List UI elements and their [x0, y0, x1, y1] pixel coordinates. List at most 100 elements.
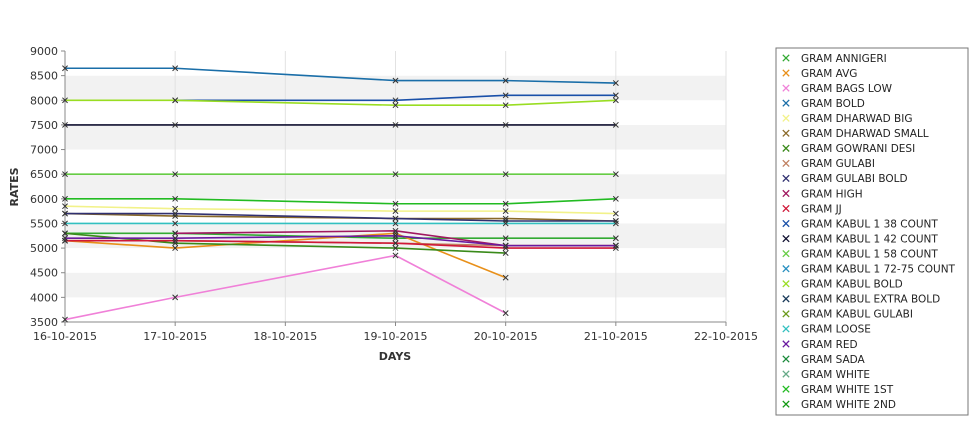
data-point: [62, 65, 68, 72]
legend-marker: [782, 340, 790, 348]
legend-item: GRAM ANNIGERI: [782, 53, 887, 65]
legend-label: GRAM RED: [801, 339, 858, 351]
legend-marker: [782, 54, 790, 62]
legend-label: GRAM BOLD: [801, 98, 865, 110]
y-tick-label: 8000: [30, 94, 58, 107]
legend-item: GRAM KABUL 1 58 COUNT: [782, 248, 938, 260]
series-gram-red: [62, 232, 619, 249]
legend-marker: [782, 174, 790, 183]
legend-item: GRAM GOWRANI DESI: [782, 143, 915, 155]
legend-marker: [782, 219, 790, 228]
legend-marker: [782, 295, 790, 303]
legend-marker: [782, 114, 790, 122]
legend-item: GRAM RED: [782, 339, 858, 351]
data-point: [612, 171, 619, 178]
series-line: [175, 94, 616, 102]
data-point: [612, 80, 619, 86]
legend-marker: [782, 144, 790, 152]
x-tick-label: 21-10-2015: [584, 330, 648, 343]
series-line: [64, 232, 506, 279]
y-tick-label: 7500: [30, 119, 58, 132]
data-point: [612, 220, 619, 227]
data-point: [502, 171, 509, 178]
legend-marker: [782, 370, 790, 378]
series-gram-kabul-1-42-count: [62, 121, 619, 128]
data-point: [392, 200, 399, 207]
y-tick-label: 4500: [30, 267, 58, 280]
legend-marker: [782, 355, 790, 363]
data-point: [62, 235, 68, 242]
data-point: [62, 121, 68, 128]
data-point: [172, 294, 179, 301]
y-tick-label: 6500: [30, 168, 58, 181]
data-point: [392, 232, 399, 239]
legend-label: GRAM GOWRANI DESI: [801, 143, 915, 155]
data-point: [392, 121, 399, 128]
data-point: [502, 200, 509, 207]
y-axis-ticks: 3500 4000 4500 5000 5500 6000 6500 7000 7500 8000…: [30, 45, 65, 329]
data-point: [612, 235, 619, 242]
x-tick-label: 18-10-2015: [253, 330, 317, 343]
data-point: [62, 97, 68, 104]
legend-item: GRAM KABUL 1 38 COUNT: [782, 218, 938, 230]
legend-box: [775, 47, 969, 416]
legend-label: GRAM KABUL 1 72-75 COUNT: [801, 264, 956, 276]
legend-item: GRAM KABUL 1 42 COUNT: [782, 233, 938, 245]
data-point: [392, 208, 399, 215]
legend-item: GRAM WHITE: [782, 369, 870, 381]
legend-item: GRAM WHITE 2ND: [782, 399, 896, 411]
legend-marker: [782, 129, 790, 137]
legend-item: GRAM AVG: [782, 68, 857, 80]
data-point: [392, 240, 399, 247]
x-tick-label: 16-10-2015: [33, 330, 97, 343]
series-line: [64, 254, 507, 321]
data-point: [172, 97, 179, 104]
legend-label: GRAM KABUL 1 38 COUNT: [801, 218, 938, 230]
y-tick-label: 4000: [30, 291, 58, 304]
data-point: [612, 210, 619, 217]
legend-marker: [782, 99, 790, 107]
data-point: [172, 220, 179, 227]
data-point: [392, 77, 399, 84]
data-point: [392, 252, 399, 259]
data-point: [502, 102, 509, 109]
x-tick-label: 19-10-2015: [364, 330, 428, 343]
series-gram-kabul-1-58-count: [62, 171, 619, 178]
data-point: [172, 195, 179, 202]
legend-label: GRAM ANNIGERI: [801, 53, 887, 65]
y-tick-label: 7000: [30, 144, 58, 157]
series-gram-bags-low: [62, 252, 509, 323]
legend-label: GRAM KABUL 1 42 COUNT: [801, 233, 938, 245]
legend-item: GRAM KABUL BOLD: [782, 279, 903, 291]
series-gram-gulabi-bold: [62, 210, 619, 224]
legend: GRAM ANNIGERI GRAM AVG GRAM BAGS LOW GRAM B…: [775, 47, 969, 416]
data-point: [612, 97, 619, 104]
legend-item: GRAM JJ: [782, 203, 842, 215]
series-gram-kabul-bold: [62, 97, 619, 109]
data-point: [612, 242, 619, 249]
series-gram-loose: [62, 220, 619, 227]
legend-marker: [782, 234, 790, 243]
legend-label: GRAM WHITE 1ST: [801, 384, 894, 396]
legend-label: GRAM WHITE 2ND: [801, 399, 896, 411]
data-point: [172, 121, 179, 128]
legend-marker: [782, 69, 790, 77]
data-point: [502, 92, 509, 99]
legend-marker: [782, 84, 790, 92]
x-axis-label: DAYS: [379, 350, 412, 363]
data-point: [172, 171, 179, 178]
legend-item: GRAM BAGS LOW: [782, 83, 893, 95]
x-tick-label: 20-10-2015: [474, 330, 538, 343]
legend-item: GRAM SADA: [782, 354, 866, 366]
data-point: [172, 245, 179, 252]
legend-marker: [782, 310, 790, 318]
legend-label: GRAM LOOSE: [801, 324, 871, 336]
data-point: [62, 171, 68, 178]
data-point: [502, 220, 509, 227]
data-point: [62, 230, 68, 237]
y-tick-label: 6000: [30, 193, 58, 206]
legend-marker: [782, 325, 790, 333]
data-point: [612, 195, 619, 202]
legend-item: GRAM WHITE 1ST: [782, 384, 894, 396]
